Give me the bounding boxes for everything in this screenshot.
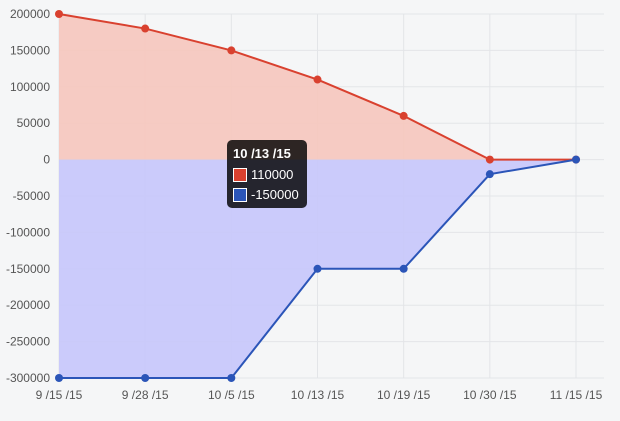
series-1-point (55, 10, 63, 18)
y-tick-label: -150000 (6, 262, 50, 276)
series-2-point (313, 264, 322, 273)
x-tick-label: 10 /13 /15 (291, 388, 345, 402)
y-axis-tick-labels: 200000 150000 100000 50000 0 -50000 -100000 -15… (6, 7, 50, 385)
series-1-point (399, 111, 408, 120)
series-1-point (313, 75, 322, 84)
y-tick-label: 50000 (17, 116, 51, 130)
series-2-point (572, 155, 580, 164)
tooltip-title: 10 /13 /15 (233, 146, 291, 161)
y-tick-label: 150000 (10, 43, 50, 57)
x-tick-label: 10 /30 /15 (463, 388, 517, 402)
series-1-point (141, 24, 150, 33)
series-2-point (141, 374, 150, 382)
x-tick-label: 9 /28 /15 (122, 388, 169, 402)
tooltip-row-series-1: 110000 (233, 165, 301, 185)
y-tick-label: -300000 (6, 371, 50, 385)
y-tick-label: -100000 (6, 225, 50, 239)
y-tick-label: 0 (43, 153, 50, 167)
series-1-point (227, 46, 236, 55)
chart-tooltip: 10 /13 /15 110000 -150000 (227, 140, 307, 208)
y-tick-label: -250000 (6, 335, 50, 349)
y-tick-label: 200000 (10, 7, 50, 21)
x-tick-label: 10 /19 /15 (377, 388, 431, 402)
tooltip-swatch-series-1 (233, 168, 247, 182)
tooltip-value-series-1: 110000 (251, 167, 294, 182)
x-tick-label: 11 /15 /15 (550, 388, 603, 402)
series-2-point (55, 374, 63, 382)
tooltip-row-series-2: -150000 (233, 185, 301, 205)
y-tick-label: 100000 (10, 80, 50, 94)
y-tick-label: -200000 (6, 298, 50, 312)
y-tick-label: -50000 (13, 189, 51, 203)
data-points (55, 10, 580, 382)
series-1-area (59, 14, 576, 160)
series-2-point (485, 170, 494, 179)
tooltip-value-series-2: -150000 (251, 187, 299, 202)
series-2-point (399, 264, 408, 273)
x-tick-label: 9 /15 /15 (36, 388, 83, 402)
tooltip-swatch-series-2 (233, 188, 247, 202)
x-axis-tick-labels: 9 /15 /15 9 /28 /15 10 /5 /15 10 /13 /15 10 … (36, 388, 603, 402)
series-1-point (485, 155, 494, 164)
x-tick-label: 10 /5 /15 (208, 388, 255, 402)
series-2-point (227, 374, 236, 382)
